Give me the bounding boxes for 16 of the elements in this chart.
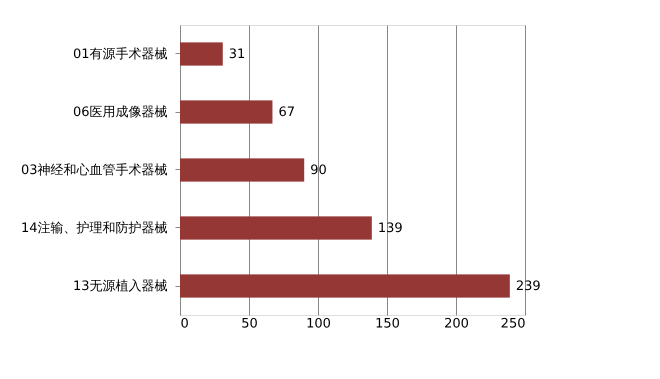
y-tick-label: 01有源手术器械 <box>72 47 168 62</box>
data-label: 239 <box>516 279 541 294</box>
y-tick-label: 06医用成像器械 <box>72 105 168 120</box>
data-label: 31 <box>228 47 246 62</box>
data-label: 90 <box>310 163 327 178</box>
x-tick-label: 0 <box>180 316 189 332</box>
x-tick-label: 250 <box>500 316 526 332</box>
x-tick-label: 50 <box>241 316 258 332</box>
y-tick-label: 13无源植入器械 <box>72 279 168 294</box>
data-label: 139 <box>378 221 403 236</box>
x-tick-label: 100 <box>306 316 331 332</box>
x-tick-label: 150 <box>375 316 400 332</box>
data-label: 67 <box>278 105 296 120</box>
y-tick-label: 14注输、护理和防护器械 <box>20 221 168 236</box>
x-tick-label: 200 <box>444 316 469 332</box>
y-tick-label: 03神经和心血管手术器械 <box>20 162 168 178</box>
